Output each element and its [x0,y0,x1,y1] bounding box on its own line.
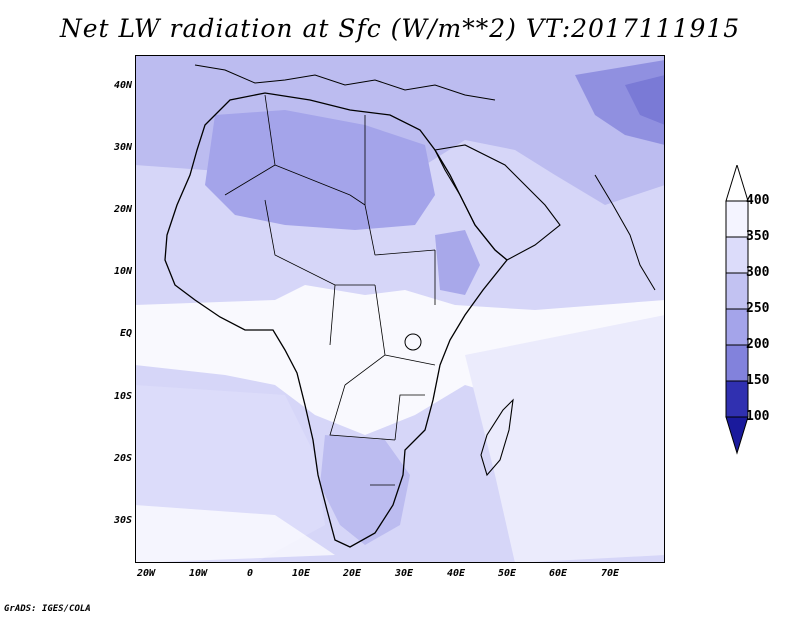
map-frame [135,55,665,563]
lon-label-60e: 60E [548,568,568,579]
legend-bar [725,163,749,455]
legend-label-200: 200 [746,337,770,352]
lat-label-20n: 20N [113,204,132,215]
legend-swatch-250 [725,308,749,346]
lon-label-20w: 20W [136,568,156,579]
field-indian-ocean [465,315,665,563]
lat-label-40n: 40N [113,80,132,91]
lon-label-50e: 50E [497,568,517,579]
africa-coastline [164,92,508,548]
legend-arrow-top [725,163,749,202]
india-coastline [594,174,656,291]
lon-label-30e: 30E [394,568,414,579]
legend-label-100: 100 [746,409,770,424]
map-panel [135,55,665,563]
legend-swatch-300 [725,272,749,310]
lat-label-eq: EQ [119,328,132,339]
arabia-coastline [434,144,561,261]
field-asia-peak [625,75,665,125]
legend-label-150: 150 [746,373,770,388]
field-sahara [205,110,435,230]
lat-label-20s: 20S [113,453,132,464]
europe-coastline [194,64,496,101]
lon-label-10e: 10E [291,568,311,579]
legend-label-350: 350 [746,229,770,244]
legend-swatch-350 [725,236,749,274]
madagascar-coastline [480,398,514,477]
legend-arrow-bottom [725,416,749,455]
field-far-south [135,505,335,563]
lat-label-30n: 30N [113,142,132,153]
lon-label-40e: 40E [446,568,466,579]
legend-label-250: 250 [746,301,770,316]
lon-label-20e: 20E [342,568,362,579]
color-legend [722,163,752,455]
lat-label-30s: 30S [113,515,132,526]
lake-victoria [404,333,422,351]
field-south-africa [320,435,410,545]
lon-label-70e: 70E [600,568,620,579]
legend-label-300: 300 [746,265,770,280]
legend-label-400: 400 [746,193,770,208]
country-borders [224,94,436,486]
lon-label-10w: 10W [188,568,208,579]
map-title: Net LW radiation at Sfc (W/m**2) VT:2017… [59,14,741,43]
grads-credit: GrADS: IGES/COLA [4,604,91,614]
legend-swatch-200 [725,344,749,382]
lat-label-10s: 10S [113,391,132,402]
legend-swatch-150 [725,380,749,418]
field-ethiopia [435,230,480,295]
lon-label-0: 0 [246,568,254,579]
radiation-map [135,55,665,563]
lat-label-10n: 10N [113,266,132,277]
legend-swatch-400 [725,200,749,238]
